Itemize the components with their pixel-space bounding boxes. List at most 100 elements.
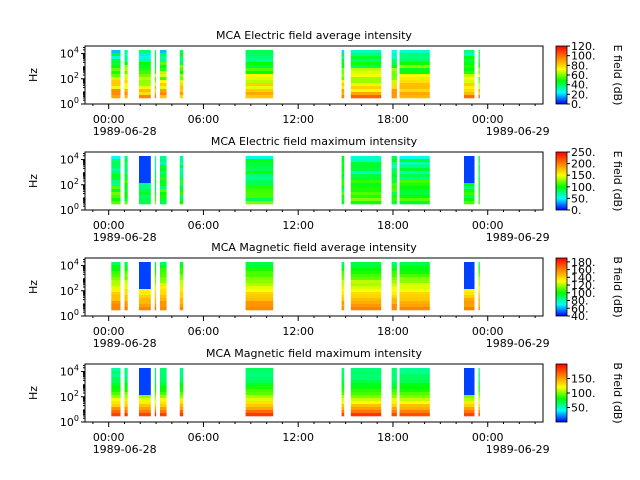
spectrum-cell: [124, 304, 128, 308]
data-segment: [245, 50, 274, 99]
spectrum-cell: [154, 274, 157, 278]
spectrum-cell: [464, 274, 475, 278]
spectrum-cell: [478, 183, 480, 187]
spectrum-cell: [464, 292, 475, 296]
spectrum-cell: [111, 53, 121, 57]
spectrum-cell: [139, 304, 151, 308]
spectrum-cell: [391, 159, 397, 163]
spectrum-cell: [391, 292, 397, 296]
spectrum-cell: [160, 174, 167, 178]
spectrum-cell: [160, 180, 167, 184]
spectrum-cell: [124, 174, 128, 178]
spectrum-cell: [124, 189, 128, 193]
spectrum-cell: [124, 77, 128, 81]
spectrum-cell: [154, 83, 157, 87]
spectrum-cell: [391, 165, 397, 169]
spectrum-cell: [154, 186, 157, 190]
spectrum-cell: [179, 395, 184, 399]
spectrum-cell: [341, 80, 345, 84]
spectrum-cell: [245, 304, 274, 308]
data-segment: [341, 156, 345, 205]
colorbar-tick-label: 0.: [571, 204, 582, 217]
spectrum-cell: [245, 277, 274, 281]
colorbar-tick-label: 40.: [571, 310, 589, 323]
spectrum-cell: [341, 177, 345, 181]
spectrum-cell: [139, 289, 151, 293]
spectrum-cell: [478, 283, 480, 287]
spectrum-cell: [139, 262, 151, 266]
spectrum-cell: [179, 289, 184, 293]
spectrum-cell: [124, 410, 128, 414]
spectrum-cell: [179, 307, 184, 311]
spectrum-cell: [179, 392, 184, 396]
spectrum-cell: [341, 374, 345, 378]
spectrum-cell: [179, 286, 184, 290]
spectrum-cell: [139, 83, 151, 87]
spectrum-cell: [399, 307, 430, 311]
spectrum-cell: [391, 274, 397, 278]
spectrum-cell: [478, 398, 480, 402]
spectrum-cell: [478, 404, 480, 408]
spectrum-cell: [341, 186, 345, 190]
spectrum-cell: [160, 383, 167, 387]
spectrum-cell: [399, 165, 430, 169]
spectrum-cell: [478, 371, 480, 375]
spectrum-cell: [160, 283, 167, 287]
spectrum-cell: [478, 56, 480, 60]
spectrum-cell: [124, 395, 128, 399]
spectrum-cell: [154, 392, 157, 396]
spectrum-cell: [179, 86, 184, 90]
spectrum-cell: [399, 407, 430, 411]
spectrum-cell: [179, 68, 184, 72]
spectrum-cell: [478, 292, 480, 296]
spectrum-cell: [245, 307, 274, 311]
spectrum-cell: [245, 92, 274, 96]
spectrum-cell: [245, 298, 274, 302]
spectrum-cell: [391, 265, 397, 269]
y-axis-label: Hz: [27, 386, 40, 400]
spectrum-cell: [160, 307, 167, 311]
spectrum-cell: [391, 56, 397, 60]
spectrum-cell: [245, 156, 274, 160]
spectrum-cell: [124, 50, 128, 54]
spectrum-cell: [464, 68, 475, 72]
spectrum-cell: [391, 262, 397, 266]
data-segment: [154, 50, 157, 99]
spectrum-cell: [399, 162, 430, 166]
data-segment: [245, 156, 274, 205]
data-segment: [160, 262, 167, 311]
spectrum-cell: [350, 183, 382, 187]
spectrum-cell: [179, 292, 184, 296]
spectrum-cell: [154, 383, 157, 387]
spectrum-cell: [478, 189, 480, 193]
spectrum-cell: [350, 371, 382, 375]
spectrum-cell: [160, 80, 167, 84]
spectrum-cell: [160, 189, 167, 193]
spectrum-cell: [154, 262, 157, 266]
spectrum-cell: [350, 274, 382, 278]
spectrum-cell: [179, 274, 184, 278]
spectrum-cell: [399, 92, 430, 96]
spectrum-cell: [245, 53, 274, 57]
spectrum-cell: [399, 374, 430, 378]
spectrum-cell: [341, 392, 345, 396]
spectrum-cell: [341, 368, 345, 372]
data-segment: [154, 262, 157, 311]
spectrum-cell: [350, 377, 382, 381]
spectrum-cell: [160, 298, 167, 302]
spectrum-cell: [341, 401, 345, 405]
spectrum-cell: [179, 262, 184, 266]
spectrum-cell: [179, 401, 184, 405]
spectrum-cell: [399, 68, 430, 72]
spectrum-cell: [111, 68, 121, 72]
x-date-start: 1989-06-28: [93, 125, 157, 138]
spectrum-cell: [350, 71, 382, 75]
data-segment: [341, 50, 345, 99]
spectrum-cell: [111, 265, 121, 269]
spectrum-cell: [350, 192, 382, 196]
spectrum-cell: [111, 395, 121, 399]
spectrum-cell: [341, 168, 345, 172]
spectrum-cell: [139, 301, 151, 305]
spectrum-cell: [245, 162, 274, 166]
spectrum-cell: [139, 156, 151, 160]
